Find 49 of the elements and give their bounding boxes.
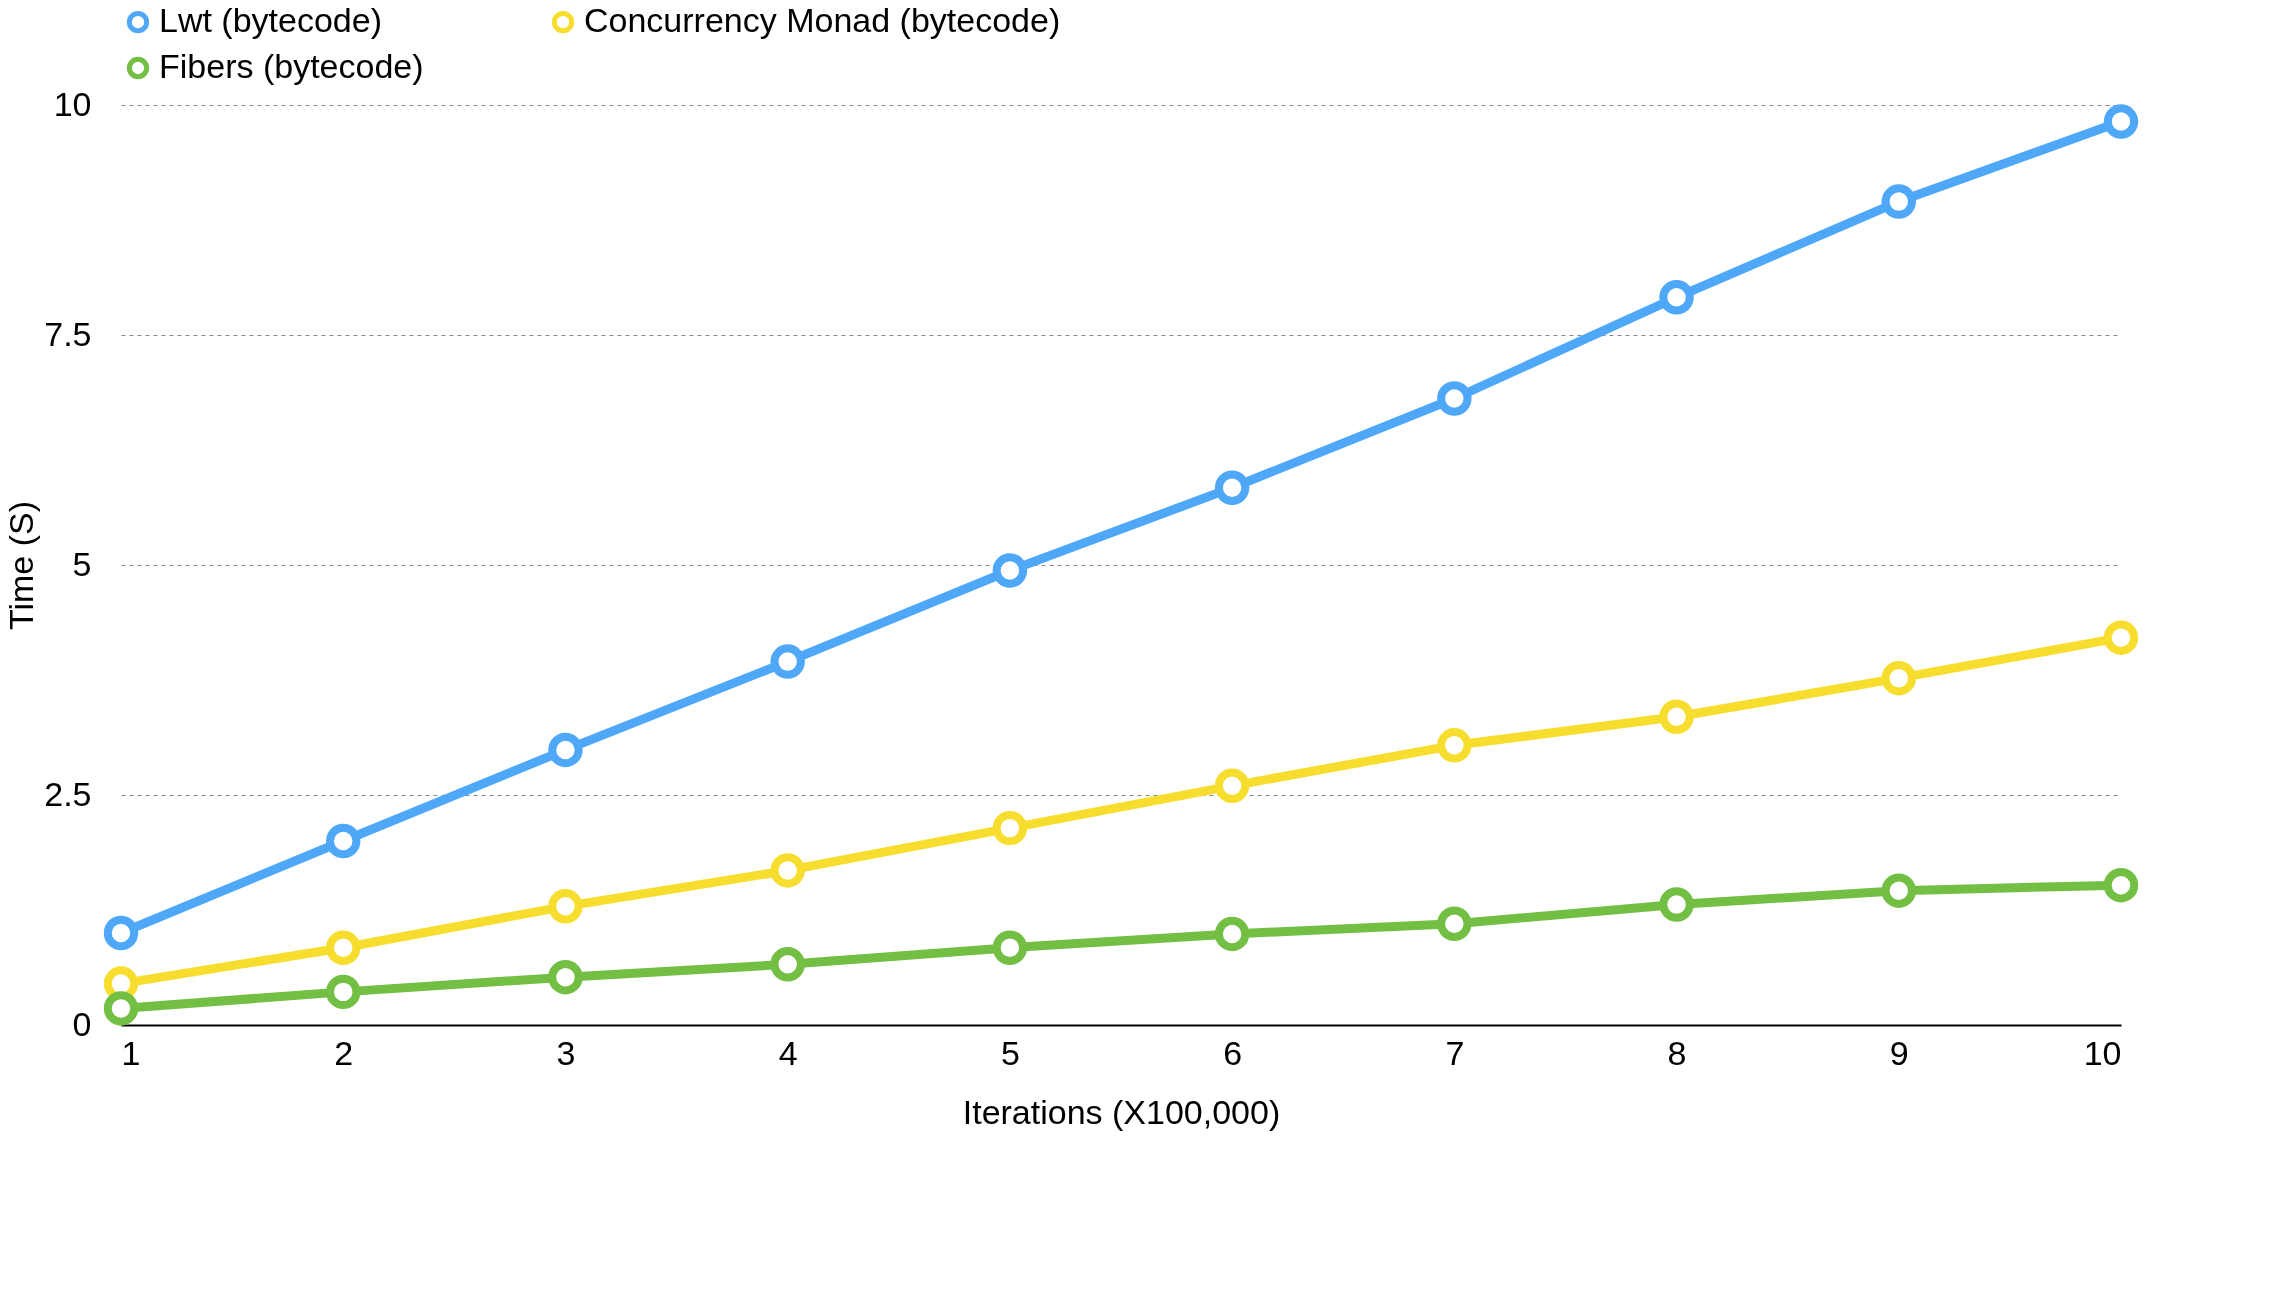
point: [548, 889, 583, 924]
y-tick-label: 5: [72, 544, 92, 583]
y-tick-label: 7.5: [44, 314, 92, 353]
point: [325, 974, 361, 1010]
x-tick-label: 9: [1889, 1033, 1909, 1072]
point: [2103, 104, 2139, 139]
legend-label: Concurrency Monad (bytecode): [584, 1, 1061, 40]
x-axis-title: Iterations (X100,000): [962, 1092, 1281, 1131]
point: [2103, 620, 2139, 655]
y-tick-label: 2.5: [44, 774, 92, 813]
y-tick-label: 0: [72, 1004, 92, 1043]
y-tick-label: 10: [53, 84, 92, 123]
x-tick-label: 10: [2083, 1033, 2122, 1072]
x-tick-label: 3: [556, 1033, 576, 1072]
point: [770, 853, 805, 888]
point: [1437, 381, 1472, 416]
x-tick-label: 6: [1223, 1033, 1243, 1072]
legend-label: Lwt (bytecode): [159, 1, 382, 40]
x-tick-label: 4: [778, 1033, 798, 1072]
point: [992, 930, 1028, 965]
point: [1659, 699, 1694, 734]
point: [103, 991, 139, 1026]
point: [770, 644, 805, 679]
point: [992, 810, 1028, 846]
point: [2103, 867, 2139, 903]
legend-label: Fibers (bytecode): [159, 47, 424, 85]
point: [1881, 184, 1917, 219]
point: [325, 823, 361, 859]
point: [548, 959, 583, 995]
x-tick-label: 2: [334, 1033, 354, 1072]
point: [1437, 728, 1472, 763]
point: [1214, 768, 1250, 803]
point: [1437, 906, 1472, 941]
point: [1881, 873, 1917, 908]
x-tick-label: 7: [1445, 1033, 1465, 1072]
point: [770, 947, 805, 982]
point: [992, 553, 1028, 588]
y-axis-title: Time (S): [2, 500, 41, 631]
point: [548, 732, 583, 768]
point: [1214, 916, 1250, 952]
x-tick-label: 8: [1667, 1033, 1687, 1072]
x-tick-label: 5: [1000, 1033, 1020, 1072]
point: [1881, 660, 1917, 696]
point: [325, 930, 361, 965]
point: [1214, 470, 1250, 505]
point: [103, 915, 139, 951]
x-tick-label: 1: [121, 1033, 141, 1072]
point: [1659, 887, 1694, 922]
point: [1659, 280, 1694, 315]
